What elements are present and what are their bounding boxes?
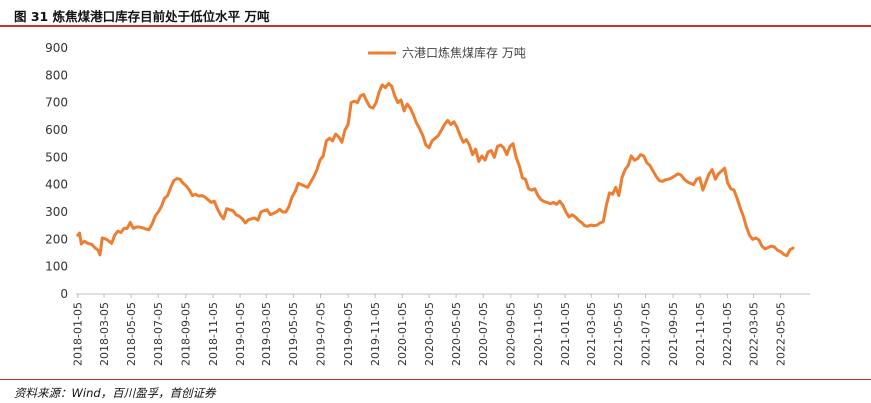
x-tick-label: 2021-07-05 — [639, 302, 652, 366]
x-tick-label: 2022-05-05 — [775, 302, 788, 366]
legend-label: 六港口炼焦煤库存 万吨 — [402, 45, 526, 60]
x-tick-label: 2021-01-05 — [559, 302, 572, 366]
x-tick-label: 2020-03-05 — [423, 302, 436, 366]
x-tick-label: 2019-05-05 — [287, 302, 300, 366]
x-tick-label: 2020-09-05 — [505, 302, 518, 366]
y-tick-label: 300 — [45, 205, 68, 219]
x-tick-label: 2018-09-05 — [180, 302, 193, 366]
x-tick-label: 2019-11-05 — [369, 302, 382, 366]
x-tick-label: 2022-01-05 — [721, 302, 734, 366]
y-tick-label: 900 — [45, 41, 68, 55]
series-line — [76, 82, 795, 258]
top-divider — [0, 25, 871, 27]
y-tick-label: 500 — [45, 150, 68, 164]
x-tick-label: 2019-09-05 — [342, 302, 355, 366]
y-axis: 0 100 200 300 400 500 600 700 800 900 — [45, 41, 68, 301]
legend: 六港口炼焦煤库存 万吨 — [368, 45, 526, 60]
bottom-divider — [0, 379, 871, 380]
x-tick-label: 2020-11-05 — [532, 302, 545, 366]
x-tick-label: 2019-03-05 — [260, 302, 273, 366]
x-tick-label: 2022-03-05 — [747, 302, 760, 366]
figure-title: 图 31 炼焦煤港口库存目前处于低位水平 万吨 — [14, 9, 270, 24]
x-tick-label: 2019-07-05 — [314, 302, 327, 366]
y-tick-label: 0 — [60, 287, 68, 301]
x-tick-label: 2021-09-05 — [667, 302, 680, 366]
x-axis: 2018-01-05 2018-03-05 2018-05-05 2018-07-05… — [72, 293, 810, 366]
y-tick-label: 400 — [45, 178, 68, 192]
x-tick-label: 2018-05-05 — [125, 302, 138, 366]
x-tick-label: 2020-07-05 — [477, 302, 490, 366]
x-tick-label: 2021-05-05 — [612, 302, 625, 366]
x-tick-label: 2018-01-05 — [72, 302, 85, 366]
x-tick-label: 2018-03-05 — [98, 302, 111, 366]
x-tick-label: 2020-05-05 — [450, 302, 463, 366]
source-note: 资料来源：Wind，百川盈孚，首创证券 — [14, 386, 216, 400]
x-tick-label: 2021-11-05 — [694, 302, 707, 366]
y-tick-label: 100 — [45, 260, 68, 274]
x-tick-label: 2018-07-05 — [152, 302, 165, 366]
x-tick-label: 2018-11-05 — [207, 302, 220, 366]
y-tick-label: 800 — [45, 68, 68, 82]
x-tick-label: 2020-01-05 — [396, 302, 409, 366]
x-tick-label: 2021-03-05 — [585, 302, 598, 366]
y-tick-label: 700 — [45, 96, 68, 110]
x-tick-label: 2019-01-05 — [234, 302, 247, 366]
plot-area — [76, 82, 795, 258]
y-tick-label: 200 — [45, 232, 68, 246]
y-tick-label: 600 — [45, 123, 68, 137]
